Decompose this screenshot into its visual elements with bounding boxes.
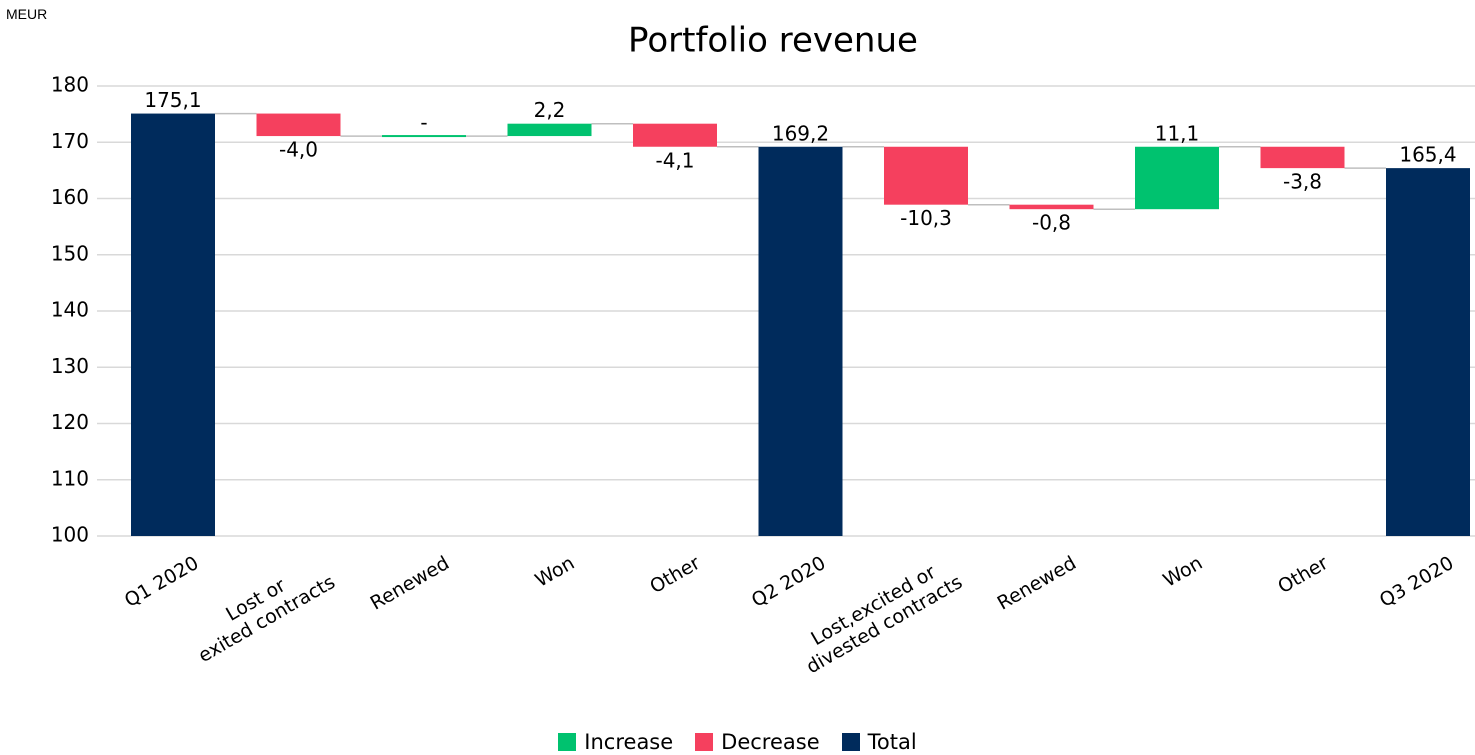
bar	[884, 146, 968, 205]
chart-title: Portfolio revenue	[628, 21, 918, 61]
data-label: -3,8	[1283, 170, 1322, 194]
bar	[1260, 146, 1345, 169]
y-tick-label: 140	[51, 298, 89, 322]
legend-swatch	[841, 733, 860, 751]
legend-swatch	[558, 733, 577, 751]
data-label: -10,3	[900, 206, 952, 230]
data-label: 165,4	[1399, 143, 1456, 167]
data-label: 2,2	[534, 98, 566, 122]
data-label: 11,1	[1155, 121, 1200, 145]
data-label: -	[420, 111, 427, 135]
legend-item: Decrease	[695, 730, 820, 754]
y-tick-label: 100	[51, 523, 89, 547]
legend: Increase Decrease Total	[0, 730, 1475, 754]
data-label: -0,8	[1032, 211, 1071, 235]
bar	[758, 146, 843, 536]
legend-item: Total	[841, 730, 917, 754]
bar	[507, 123, 592, 137]
y-tick-label: 170	[51, 129, 89, 153]
data-label: -4,0	[279, 138, 318, 162]
bar	[1135, 146, 1219, 210]
y-tick-label: 130	[51, 354, 89, 378]
y-tick-label: 180	[51, 73, 89, 97]
bar	[382, 135, 466, 138]
y-tick-label: 110	[51, 466, 89, 490]
legend-label: Decrease	[721, 730, 820, 754]
bar	[256, 113, 341, 137]
data-label: -4,1	[655, 148, 694, 172]
data-label: 175,1	[144, 88, 201, 112]
legend-item: Increase	[558, 730, 673, 754]
unit-label: MEUR	[6, 6, 48, 22]
y-tick-label: 160	[51, 185, 89, 209]
y-tick-label: 120	[51, 410, 89, 434]
legend-swatch	[695, 733, 714, 751]
legend-label: Total	[867, 730, 917, 754]
bar	[1009, 204, 1094, 210]
bar	[633, 123, 717, 147]
data-label: 169,2	[772, 121, 829, 145]
bar	[1386, 168, 1470, 536]
legend-label: Increase	[584, 730, 674, 754]
y-tick-label: 150	[51, 241, 89, 265]
bar	[131, 113, 215, 536]
